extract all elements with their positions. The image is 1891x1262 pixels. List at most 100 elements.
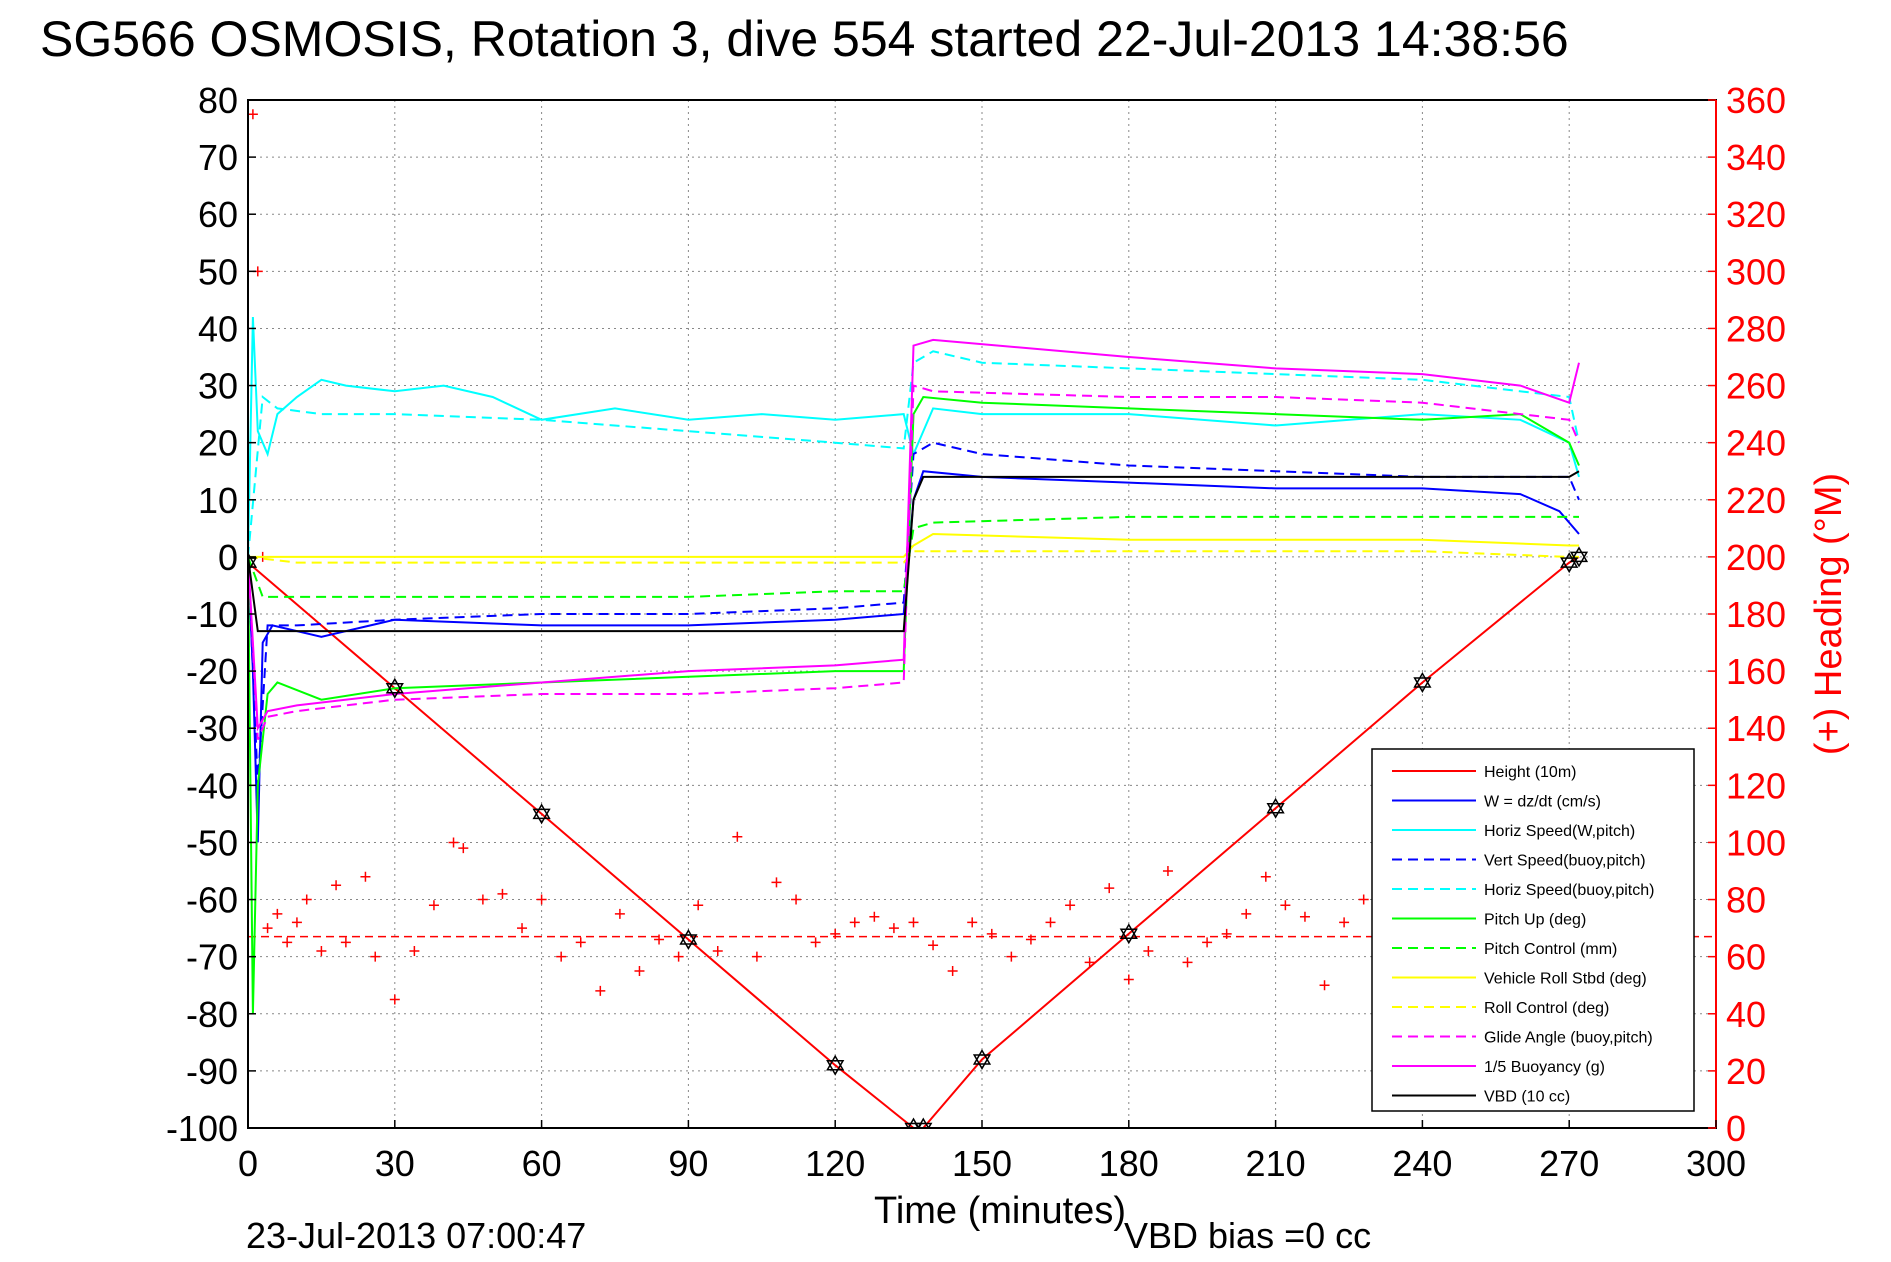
left-axis-ticks: 80 70 60 50 40 30 20 10 0 -10 -20 -30 -40 -50 -60 -70 -8… [166,80,256,1149]
series-line-1 [248,470,1580,843]
series-line-5 [248,395,1580,1014]
right-tick-label: 220 [1726,480,1786,521]
y-tick-label: 70 [198,137,238,178]
y-tick-label: -60 [186,880,238,921]
series-line-11 [248,470,1580,633]
legend-label: Horiz Speed(W,pitch) [1484,823,1635,840]
right-tick-label: 120 [1726,765,1786,806]
x-tick-label: 120 [805,1143,865,1184]
legend-label: Vehicle Roll Stbd (deg) [1484,971,1647,988]
x-tick-label: 30 [375,1143,415,1184]
height-marker [385,677,404,694]
heading-point [1260,871,1271,882]
height-marker [385,682,404,699]
legend-label: Glide Angle (buoy,pitch) [1484,1030,1653,1047]
heading-point [448,837,459,848]
heading-point [1182,957,1193,968]
right-tick-label: 180 [1726,594,1786,635]
right-tick-label: 100 [1726,822,1786,863]
heading-point [409,945,420,956]
x-tick-label: 0 [238,1143,258,1184]
heading-point [262,923,273,934]
height-marker [1413,672,1432,688]
heading-point [614,908,625,919]
y-tick-label: -90 [186,1051,238,1092]
heading-point [1221,928,1232,939]
heading-point [1299,911,1310,922]
heading-point [1104,883,1115,894]
heading-point [732,831,743,842]
x-tick-label: 270 [1539,1143,1599,1184]
heading-point [673,951,684,962]
y-tick-label: -70 [186,937,238,978]
heading-point [428,900,439,911]
right-tick-label: 40 [1726,994,1766,1035]
height-marker [1266,802,1285,819]
right-axis-label: (+) Heading (°M) [1808,473,1850,755]
height-marker [679,929,698,945]
height-marker [972,1054,992,1070]
series-line-3 [248,441,1580,786]
right-tick-label: 300 [1726,251,1786,292]
heading-point [1358,894,1369,905]
heading-point [517,923,528,934]
heading-point [595,985,606,996]
heading-point [1280,900,1291,911]
height-marker [1560,552,1579,568]
legend-label: Roll Control (deg) [1484,1000,1609,1017]
heading-point [458,843,469,854]
right-tick-label: 140 [1726,708,1786,749]
height-marker [1266,797,1285,814]
heading-point [908,917,919,928]
height-markers [248,546,1589,1128]
series-line-2 [248,316,1580,557]
height-marker [248,552,258,568]
legend-label: Pitch Control (mm) [1484,941,1617,958]
x-tick-label: 150 [952,1143,1012,1184]
heading-point [888,923,899,934]
heading-point [1143,945,1154,956]
legend-label: Vert Speed(buoy,pitch) [1484,853,1646,870]
heading-point [693,900,704,911]
legend-label: 1/5 Buoyancy (g) [1484,1059,1605,1076]
heading-point [1339,917,1350,928]
height-marker [1119,928,1138,945]
series-line-7 [248,532,1579,558]
y-tick-label: 80 [198,80,238,121]
heading-point [654,934,665,945]
x-tick-label: 60 [522,1143,562,1184]
y-tick-label: -50 [186,822,238,863]
x-tick-label: 240 [1392,1143,1452,1184]
heading-point [389,994,400,1005]
heading-point [1065,900,1076,911]
heading-point [751,951,762,962]
height-marker [1560,557,1579,574]
grid [248,100,1716,1128]
legend: Height (10m) W = dz/dt (cm/s) Horiz Speed(… [1371,748,1695,1112]
legend-label: Horiz Speed(buoy,pitch) [1484,882,1654,899]
y-tick-label: 50 [198,251,238,292]
height-marker [1413,677,1432,693]
height-marker [532,808,551,825]
height-marker [917,1117,930,1128]
height-marker [532,803,551,820]
y-tick-label: 30 [198,366,238,407]
legend-label: W = dz/dt (cm/s) [1484,794,1601,811]
heading-point [830,928,841,939]
height-marker [679,934,698,950]
heading-point [810,937,821,948]
y-tick-label: -40 [186,765,238,806]
heading-point [1202,937,1213,948]
series-line-10 [248,338,1580,732]
right-tick-label: 340 [1726,137,1786,178]
legend-label: VBD (10 cc) [1484,1089,1570,1106]
series-line-8 [248,550,1579,564]
heading-point [1162,866,1173,876]
right-tick-label: 260 [1726,366,1786,407]
height-marker [972,1049,992,1065]
chart-title: SG566 OSMOSIS, Rotation 3, dive 554 star… [40,11,1569,67]
right-tick-label: 20 [1726,1051,1766,1092]
y-tick-label: -20 [186,651,238,692]
height-marker [248,557,258,574]
